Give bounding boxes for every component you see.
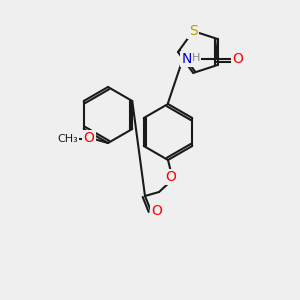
Text: CH₃: CH₃ [58,134,78,144]
Text: O: O [84,131,94,145]
Text: N: N [182,52,192,66]
Text: O: O [152,204,162,218]
Text: S: S [189,24,198,38]
Text: O: O [166,170,176,184]
Text: O: O [232,52,243,66]
Text: H: H [192,53,200,63]
